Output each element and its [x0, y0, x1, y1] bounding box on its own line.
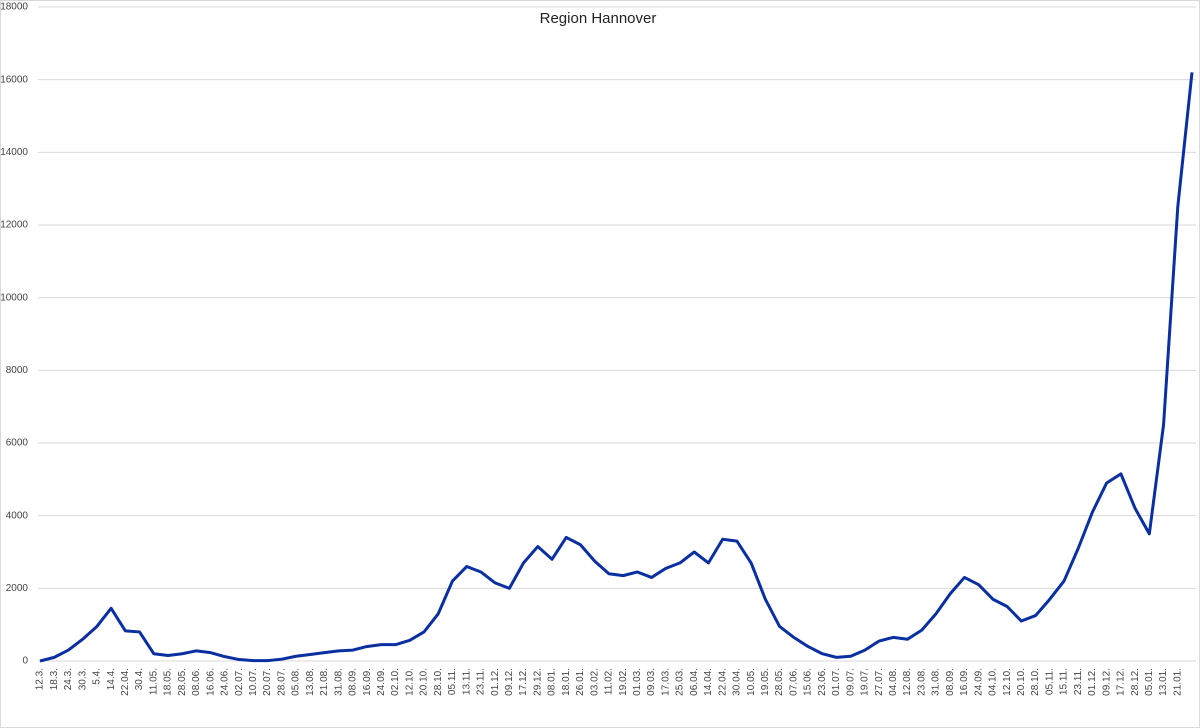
x-tick-label: 14.4. — [106, 668, 117, 690]
y-tick-label: 18000 — [0, 2, 28, 13]
x-tick-label: 30.4. — [134, 668, 145, 690]
x-tick-label: 18.01. — [561, 668, 572, 696]
x-tick-label: 31.08. — [931, 668, 942, 696]
x-tick-label: 24.3. — [63, 668, 74, 690]
x-tick-label: 01.07. — [831, 668, 842, 696]
x-tick-label: 19.07. — [860, 668, 871, 696]
y-tick-label: 16000 — [0, 74, 28, 85]
x-tick-label: 23.11. — [476, 668, 487, 695]
x-tick-label: 08.09. — [348, 668, 359, 696]
x-tick-label: 22.04. — [717, 668, 728, 696]
x-tick-label: 17.12. — [518, 668, 529, 696]
x-tick-label: 02.10. — [390, 668, 401, 696]
x-tick-label: 17.12. — [1116, 668, 1127, 696]
y-tick-label: 0 — [22, 656, 28, 667]
x-tick-label: 28.10. — [1030, 668, 1041, 696]
x-tick-label: 28.05. — [177, 668, 188, 696]
x-tick-label: 18.3. — [49, 668, 60, 690]
x-tick-label: 29.12. — [532, 668, 543, 696]
x-tick-label: 23.11. — [1073, 668, 1084, 695]
x-tick-label: 06.04. — [689, 668, 700, 696]
x-tick-label: 25.03. — [675, 668, 686, 696]
x-tick-label: 04.08. — [888, 668, 899, 696]
x-tick-label: 15.06. — [803, 668, 814, 696]
x-tick-label: 21.08. — [319, 668, 330, 696]
x-tick-label: 09.12. — [1101, 668, 1112, 696]
x-tick-label: 11.05. — [148, 668, 159, 695]
chart-title: Region Hannover — [540, 10, 657, 27]
x-tick-label: 16.06. — [205, 668, 216, 696]
x-tick-label: 10.05. — [746, 668, 757, 696]
x-tick-label: 08.09. — [945, 668, 956, 696]
y-tick-label: 12000 — [0, 220, 28, 231]
x-tick-label: 05.11. — [447, 668, 458, 695]
x-tick-label: 13.01. — [1158, 668, 1169, 696]
x-tick-label: 08.01. — [547, 668, 558, 696]
x-tick-label: 28.05. — [774, 668, 785, 696]
x-tick-label: 13.08. — [305, 668, 316, 696]
x-tick-label: 19.02. — [618, 668, 629, 696]
x-tick-label: 28.07. — [276, 668, 287, 696]
x-tick-label: 26.01. — [575, 668, 586, 696]
x-tick-label: 24.09. — [973, 668, 984, 696]
x-tick-label: 16.09. — [362, 668, 373, 696]
x-tick-label: 12.08. — [902, 668, 913, 696]
x-tick-label: 20.07. — [262, 668, 273, 696]
x-tick-label: 11.02. — [604, 668, 615, 695]
x-tick-label: 01.12. — [490, 668, 501, 696]
x-tick-label: 5.4. — [92, 668, 103, 685]
x-tick-label: 05.08. — [291, 668, 302, 696]
y-tick-label: 6000 — [6, 438, 29, 449]
x-tick-label: 10.07. — [248, 668, 259, 696]
x-tick-label: 09.03. — [646, 668, 657, 696]
y-tick-label: 2000 — [6, 583, 29, 594]
x-tick-label: 28.10. — [433, 668, 444, 696]
y-tick-label: 14000 — [0, 147, 28, 158]
x-tick-label: 30.3. — [77, 668, 88, 690]
x-tick-label: 23.06. — [817, 668, 828, 696]
x-tick-label: 08.06. — [191, 668, 202, 696]
x-tick-label: 12.3. — [35, 668, 46, 690]
y-tick-label: 4000 — [6, 510, 29, 521]
x-tick-label: 01.12. — [1087, 668, 1098, 696]
y-tick-label: 10000 — [0, 292, 28, 303]
x-tick-label: 31.08. — [333, 668, 344, 696]
x-tick-label: 15.11. — [1059, 668, 1070, 695]
x-tick-label: 24.06. — [220, 668, 231, 696]
x-tick-label: 17.03. — [660, 668, 671, 696]
x-tick-label: 01.03. — [632, 668, 643, 696]
x-tick-label: 09.07. — [845, 668, 856, 696]
x-tick-label: 20.10. — [419, 668, 430, 696]
x-tick-label: 21.01. — [1172, 668, 1183, 696]
x-tick-label: 22.04. — [120, 668, 131, 696]
x-tick-label: 04.10. — [988, 668, 999, 696]
x-tick-label: 05.11. — [1044, 668, 1055, 695]
x-tick-label: 20.10. — [1016, 668, 1027, 696]
x-tick-label: 18.05. — [163, 668, 174, 696]
x-tick-label: 16.09. — [959, 668, 970, 696]
x-tick-label: 30.04. — [732, 668, 743, 696]
x-tick-label: 12.10. — [1002, 668, 1013, 696]
x-tick-label: 02.07. — [234, 668, 245, 696]
x-tick-label: 09.12. — [504, 668, 515, 696]
x-tick-label: 28.12. — [1130, 668, 1141, 696]
x-tick-label: 19.05. — [760, 668, 771, 696]
x-tick-label: 27.07. — [874, 668, 885, 696]
x-tick-label: 03.02. — [589, 668, 600, 696]
x-tick-label: 07.06. — [788, 668, 799, 696]
x-tick-label: 05.01. — [1144, 668, 1155, 696]
x-tick-label: 24.09. — [376, 668, 387, 696]
x-tick-label: 13.11. — [461, 668, 472, 695]
x-tick-label: 12.10. — [404, 668, 415, 696]
y-tick-label: 8000 — [6, 365, 29, 376]
x-tick-label: 14.04. — [703, 668, 714, 696]
x-tick-label: 23.08. — [916, 668, 927, 696]
data-line — [39, 72, 1194, 663]
